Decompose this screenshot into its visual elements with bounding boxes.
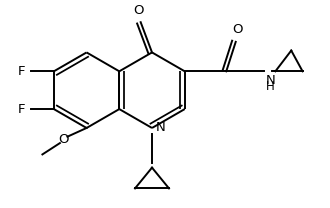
Text: H: H	[266, 80, 275, 93]
Text: N: N	[266, 74, 276, 87]
Text: F: F	[18, 65, 25, 78]
Text: N: N	[156, 121, 166, 135]
Text: O: O	[58, 133, 69, 146]
Text: O: O	[232, 23, 243, 36]
Text: O: O	[134, 4, 144, 16]
Text: F: F	[18, 103, 25, 116]
